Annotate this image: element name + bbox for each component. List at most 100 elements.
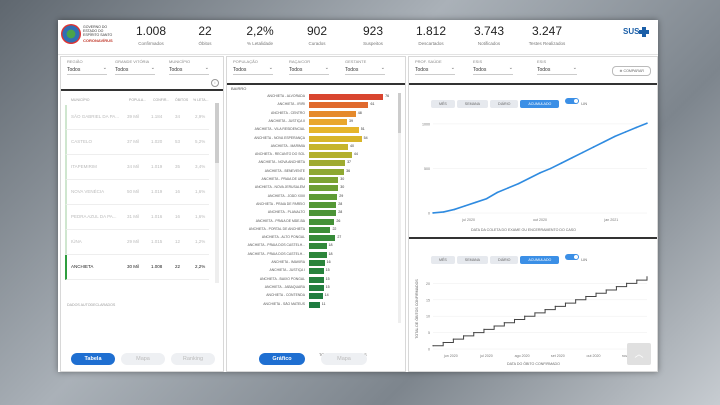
bar[interactable] (309, 193, 338, 200)
filter-health-prof[interactable]: PROF. SAÚDE Todos (415, 59, 455, 75)
scrollbar[interactable] (215, 103, 219, 283)
data-point (564, 302, 567, 304)
bar[interactable] (309, 118, 348, 125)
info-icon[interactable]: i (211, 79, 219, 87)
kpi-label: Descartados (418, 41, 444, 46)
table-row[interactable]: SÃO GABRIEL DA PA... 39 Mil 1.184 34 2,9… (65, 105, 209, 130)
data-point (603, 140, 605, 143)
lin-switch[interactable] (565, 97, 580, 104)
bar[interactable] (309, 110, 356, 117)
cell-municipio: SÃO GABRIEL DA PA... (71, 114, 120, 119)
toggle-month[interactable]: MÊS (431, 256, 455, 264)
compare-button[interactable]: ⊕ COMPARAR (612, 66, 651, 76)
chart-title: BAIRRO (231, 86, 247, 91)
y-tick-label: 5 (428, 331, 430, 335)
toggle-daily[interactable]: DIÁRIO (489, 100, 519, 108)
filter-value[interactable]: Todos (415, 65, 455, 75)
kpi-card: 3.743 Notificados (462, 24, 516, 46)
bar[interactable] (309, 185, 339, 192)
col-header[interactable]: CONFIR... (153, 98, 170, 102)
filter-value[interactable]: Todos (233, 65, 273, 75)
tab-table[interactable]: Tabela (71, 353, 115, 365)
data-point (442, 341, 444, 344)
bar-value: 37 (347, 160, 352, 165)
bar[interactable] (309, 127, 359, 134)
bar[interactable] (309, 268, 324, 275)
data-point (496, 191, 498, 194)
filter-value[interactable]: Todos (115, 65, 155, 75)
tab-map[interactable]: Mapa (121, 353, 165, 365)
bar[interactable] (309, 210, 337, 217)
bar[interactable] (309, 168, 345, 175)
filter-race[interactable]: RAÇA/COR Todos (289, 59, 329, 75)
toggle-cumulative[interactable]: ACUMULADO (520, 100, 560, 108)
bar[interactable] (309, 301, 320, 308)
toggle-cumulative[interactable]: ACUMULADO (520, 256, 560, 264)
table-row[interactable]: ANCHIETA 30 Mil 1.008 22 2,2% (65, 255, 209, 280)
filter-grande-vitoria[interactable]: GRANDE VITÓRIA Todos (115, 59, 155, 75)
bar[interactable] (309, 235, 336, 242)
bar-chart: ANCHIETA - ALVORADA 76 ANCHIETA - IRIRI 6… (227, 93, 395, 313)
tab-ranking[interactable]: Ranking (171, 353, 215, 365)
kpi-card: 902 Curados (290, 24, 344, 46)
bar[interactable] (309, 251, 327, 258)
filter-value[interactable]: Todos (345, 65, 385, 75)
bar-label: ANCHIETA - JABAQUARA (264, 284, 305, 289)
y-axis-label: TOTAL DE ÓBITOS CONFIRMADOS (414, 279, 419, 339)
bar[interactable] (309, 293, 323, 300)
table-row[interactable]: PEDRA AZUL DA PA... 31 Mil 1.016 16 1,6% (65, 205, 209, 230)
col-header[interactable]: POPULA... (129, 98, 147, 102)
bar-value: 27 (337, 235, 342, 240)
bar[interactable] (309, 152, 352, 159)
toggle-week[interactable]: SEMANA (456, 100, 488, 108)
tab-map[interactable]: Mapa (321, 353, 367, 365)
col-header[interactable]: % LETA... (193, 98, 209, 102)
table-row[interactable]: CASTELO 37 Mil 1.020 53 5,2% (65, 130, 209, 155)
data-point (503, 322, 505, 324)
bar[interactable] (309, 276, 324, 283)
bar-value: 16 (326, 260, 331, 264)
lin-switch[interactable] (565, 253, 580, 260)
table-row[interactable]: IÚNA 29 Mil 1.015 12 1,2% (65, 230, 209, 255)
scrollbar[interactable] (398, 93, 401, 323)
table-row[interactable]: NOVA VENÉCIA 50 Mil 1.019 16 1,6% (65, 180, 209, 205)
bar-label: ANCHIETA - CONTENDA (266, 293, 305, 298)
filter-region[interactable]: REGIÃO Todos (67, 59, 107, 75)
col-header[interactable]: ÓBITOS (175, 98, 189, 102)
filter-esis-1[interactable]: ESIS Todos (473, 59, 513, 75)
bar[interactable] (309, 143, 348, 150)
bar[interactable] (309, 284, 324, 291)
data-point (452, 338, 454, 340)
kpi-value: 923 (362, 24, 384, 38)
scroll-top-button[interactable]: ︿ (627, 343, 651, 365)
filter-esis-2[interactable]: ESIS Todos (537, 59, 577, 75)
col-header[interactable]: MUNICÍPIO (71, 98, 90, 102)
bar[interactable] (309, 135, 362, 142)
toggle-month[interactable]: MÊS (431, 100, 455, 108)
bar[interactable] (309, 201, 337, 208)
filter-municipio[interactable]: MUNICÍPIO Todos (169, 59, 209, 75)
filter-population[interactable]: POPULAÇÃO Todos (233, 59, 273, 75)
bar-label: ANCHIETA - BENEVENTE (264, 168, 305, 173)
toggle-week[interactable]: SEMANA (456, 256, 488, 264)
toggle-daily[interactable]: DIÁRIO (489, 256, 519, 264)
filter-pregnant[interactable]: GESTANTE Todos (345, 59, 385, 75)
filter-value[interactable]: Todos (67, 65, 107, 75)
filter-value[interactable]: Todos (169, 65, 209, 75)
tab-chart[interactable]: Gráfico (259, 353, 305, 365)
bar[interactable] (309, 226, 331, 233)
table-row[interactable]: ITAPEMIRIM 34 Mil 1.019 35 3,4% (65, 155, 209, 180)
filter-value[interactable]: Todos (537, 65, 577, 75)
bar[interactable] (309, 94, 384, 100)
bar[interactable] (309, 218, 335, 225)
filter-label: MUNICÍPIO (169, 59, 191, 64)
filter-value[interactable]: Todos (289, 65, 329, 75)
bar[interactable] (309, 160, 346, 167)
filter-value[interactable]: Todos (473, 65, 513, 75)
bar-value: 15 (325, 268, 330, 273)
bar[interactable] (309, 260, 325, 266)
bar[interactable] (309, 102, 369, 109)
bar[interactable] (309, 177, 339, 183)
bar[interactable] (309, 243, 327, 250)
y-tick-label: 1000 (422, 122, 430, 126)
